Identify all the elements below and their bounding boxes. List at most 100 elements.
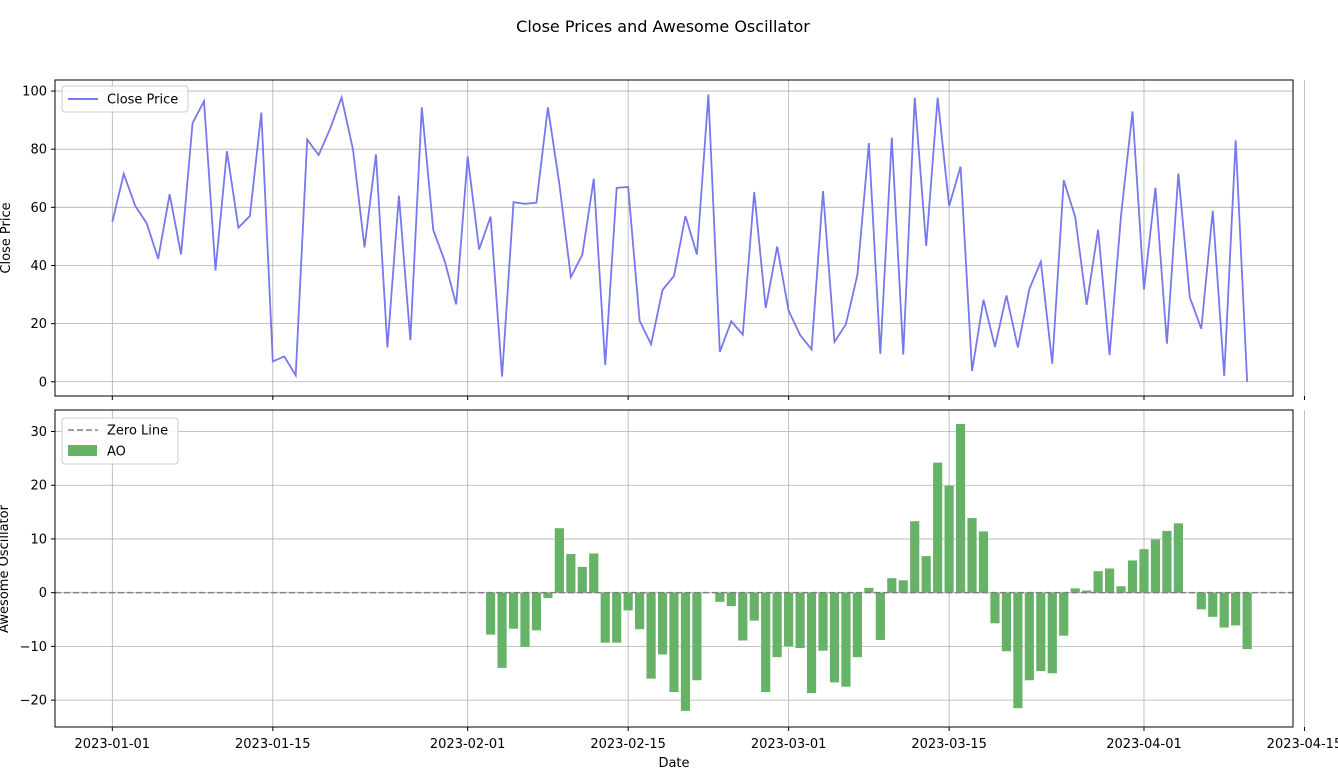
ao-bar bbox=[508, 592, 519, 629]
ao-bar bbox=[944, 485, 954, 593]
ao-bar bbox=[772, 592, 782, 658]
close-price-panel: 0 20 40 60 80 100 Close Price Close Price bbox=[0, 79, 1305, 400]
close-price-legend-box bbox=[61, 85, 189, 113]
ao-bar bbox=[910, 521, 920, 593]
ao-bar bbox=[531, 592, 542, 631]
close-price-line bbox=[111, 94, 1249, 382]
ao-bar bbox=[600, 592, 610, 643]
ao-x-ticks: 2023-01-01 2023-01-15 2023-02-01 2023-02-15… bbox=[75, 727, 1338, 752]
ao-bar bbox=[623, 592, 633, 611]
ao-bar bbox=[486, 592, 496, 635]
ao-bar bbox=[1196, 592, 1206, 610]
close-price-legend-label: Close Price bbox=[107, 93, 178, 108]
ao-bar bbox=[749, 592, 759, 621]
ao-bar bbox=[795, 592, 805, 649]
close-price-legend: Close Price bbox=[61, 85, 189, 113]
figure-title: Close Prices and Awesome Oscillator bbox=[516, 17, 810, 36]
ao-bar bbox=[646, 592, 656, 679]
close-price-y-label: Close Price bbox=[0, 202, 14, 273]
ao-bar bbox=[1105, 568, 1115, 593]
ao-y-tick-label: 20 bbox=[30, 479, 47, 494]
ao-x-tick-label: 2023-03-01 bbox=[751, 737, 827, 752]
ao-bar bbox=[921, 556, 931, 593]
ao-x-tick-label: 2023-02-01 bbox=[430, 737, 506, 752]
close-price-y-tick-label: 40 bbox=[30, 259, 47, 274]
ao-bar bbox=[1139, 549, 1149, 593]
ao-x-tick-label: 2023-04-15 bbox=[1267, 737, 1338, 752]
close-price-y-tick-label: 100 bbox=[22, 85, 47, 100]
ao-x-tick-label: 2023-03-15 bbox=[911, 737, 987, 752]
ao-bar bbox=[612, 592, 622, 643]
ao-bar bbox=[784, 592, 794, 647]
ao-bar bbox=[852, 592, 862, 658]
ao-x-tick-label: 2023-02-15 bbox=[590, 737, 666, 752]
ao-x-tick-label: 2023-04-01 bbox=[1106, 737, 1182, 752]
ao-bars bbox=[486, 423, 1252, 711]
ao-bar bbox=[589, 553, 599, 593]
ao-bar bbox=[657, 592, 668, 655]
ao-bar bbox=[692, 592, 702, 681]
ao-bar bbox=[1127, 560, 1138, 593]
ao-y-tick-label: 30 bbox=[30, 425, 47, 440]
ao-bar bbox=[1024, 592, 1034, 681]
ao-bar bbox=[669, 592, 679, 693]
ao-bar bbox=[520, 592, 530, 647]
ao-bar bbox=[497, 592, 507, 668]
ao-bar bbox=[806, 592, 817, 694]
ao-bar bbox=[1116, 586, 1126, 593]
close-price-y-tick-label: 20 bbox=[30, 317, 47, 332]
ao-bar bbox=[761, 592, 771, 693]
ao-grid bbox=[55, 410, 1305, 727]
ao-x-tick-label: 2023-01-15 bbox=[235, 737, 311, 752]
close-price-y-tick-label: 80 bbox=[30, 143, 47, 158]
ao-bar bbox=[955, 423, 966, 593]
ao-bar bbox=[715, 592, 725, 602]
ao-y-tick-label: 0 bbox=[39, 586, 47, 601]
close-price-series bbox=[111, 94, 1249, 382]
ao-x-tick-label: 2023-01-01 bbox=[75, 737, 151, 752]
close-price-axes-frame bbox=[54, 79, 1294, 397]
ao-bar bbox=[818, 592, 828, 651]
ao-legend-swatch bbox=[68, 445, 97, 456]
ao-bar bbox=[887, 578, 897, 593]
ao-bar bbox=[1208, 592, 1218, 617]
ao-bar bbox=[967, 517, 977, 593]
ao-bar bbox=[1162, 530, 1172, 593]
ao-bar bbox=[635, 592, 645, 630]
close-price-y-ticks: 0 20 40 60 80 100 bbox=[22, 85, 55, 390]
ao-axes-frame bbox=[54, 409, 1294, 728]
ao-y-ticks: −20 −10 0 10 20 30 bbox=[20, 425, 55, 709]
ao-bar bbox=[875, 592, 885, 640]
ao-bar bbox=[864, 587, 874, 593]
ao-y-label: Awesome Oscillator bbox=[0, 504, 12, 633]
ao-bar bbox=[1036, 592, 1046, 672]
ao-legend-label: AO bbox=[107, 445, 126, 460]
ao-bar bbox=[1070, 588, 1080, 593]
ao-bar bbox=[554, 528, 564, 593]
ao-bar bbox=[1047, 592, 1057, 674]
ao-bar bbox=[1001, 592, 1012, 652]
ao-bar bbox=[898, 580, 908, 593]
ao-bar bbox=[933, 462, 943, 593]
ao-bar bbox=[829, 592, 840, 683]
zero-line-legend-label: Zero Line bbox=[107, 424, 168, 439]
ao-bar bbox=[566, 553, 576, 593]
close-price-y-tick-label: 0 bbox=[39, 375, 47, 390]
ao-y-tick-label: −10 bbox=[20, 640, 47, 655]
ao-bar bbox=[990, 592, 1000, 624]
ao-bar bbox=[1059, 592, 1069, 636]
ao-y-tick-label: 10 bbox=[30, 532, 47, 547]
ao-bar bbox=[1231, 592, 1241, 626]
close-price-grid bbox=[55, 80, 1305, 396]
ao-bar bbox=[1219, 592, 1229, 628]
close-price-y-tick-label: 60 bbox=[30, 201, 47, 216]
ao-bar bbox=[738, 592, 748, 641]
ao-bar bbox=[577, 566, 587, 593]
ao-y-tick-label: −20 bbox=[20, 694, 47, 709]
ao-bar bbox=[1242, 592, 1252, 650]
ao-bar bbox=[841, 592, 851, 687]
ao-bar bbox=[1013, 592, 1023, 709]
